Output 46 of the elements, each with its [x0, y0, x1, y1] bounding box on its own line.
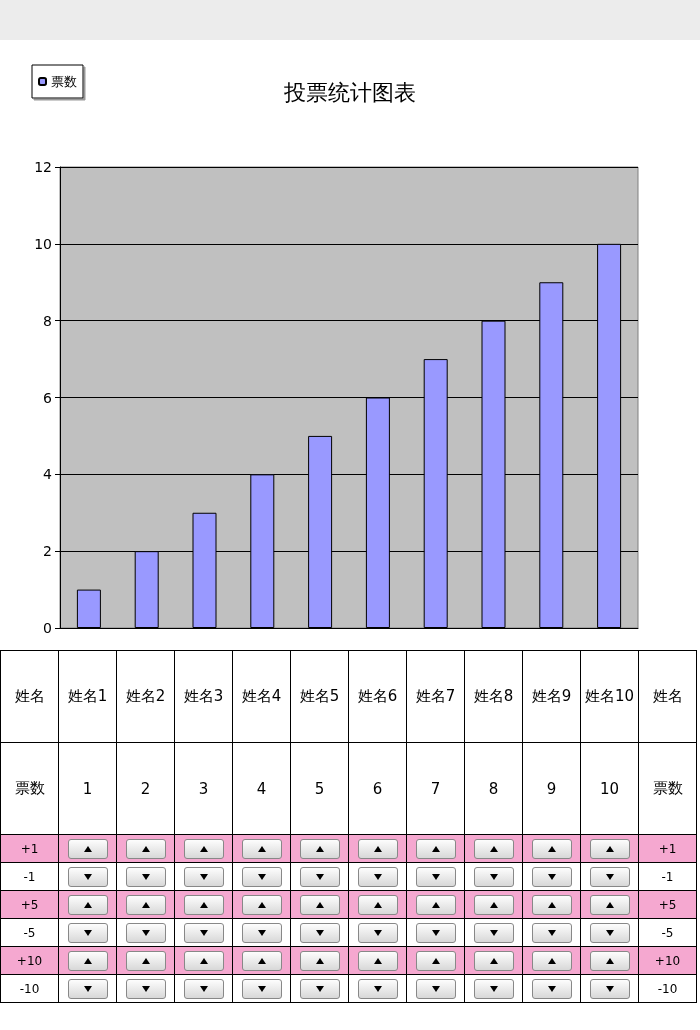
- chart-title: 投票统计图表: [283, 79, 416, 105]
- y-tick-label: 10: [34, 235, 52, 252]
- text: -10: [639, 975, 697, 1003]
- text: 姓名: [14, 687, 45, 705]
- data-label: 3: [175, 743, 233, 835]
- x-tick-label: 姓名3: [175, 651, 233, 743]
- text: +10: [639, 947, 697, 975]
- y-tick-label: 8: [43, 312, 52, 329]
- data-label: 1: [59, 743, 117, 835]
- text: +1: [639, 835, 697, 863]
- y-tick-label: 2: [43, 543, 52, 560]
- text: +5: [639, 891, 697, 919]
- x-tick-label: 姓名5: [291, 651, 349, 743]
- x-tick-label: 姓名9: [523, 651, 581, 743]
- text: -1: [23, 869, 36, 884]
- text: 票数: [14, 779, 45, 797]
- y-tick-label: 4: [43, 466, 53, 483]
- text: -10: [19, 981, 40, 996]
- data-label: 6: [349, 743, 407, 835]
- bar: [76, 589, 101, 628]
- text: 票数: [652, 779, 683, 797]
- x-tick-label: 姓名1: [59, 651, 117, 743]
- data-label: 9: [523, 743, 581, 835]
- legend-label: 票数: [51, 74, 77, 89]
- data-label: 10: [581, 743, 639, 835]
- x-tick-label: 姓名4: [233, 651, 291, 743]
- y-tick-label: 0: [43, 620, 52, 636]
- data-label: 8: [465, 743, 523, 835]
- text: +5: [20, 897, 39, 912]
- x-tick-label: 姓名8: [465, 651, 523, 743]
- y-tick-label: 6: [43, 389, 53, 406]
- text: +1: [20, 841, 39, 856]
- x-axis-title: 姓名: [639, 651, 697, 743]
- data-label: 4: [233, 743, 291, 835]
- y-tick-label: 12: [34, 159, 52, 175]
- x-tick-label: 姓名2: [117, 651, 175, 743]
- data-label: 5: [291, 743, 349, 835]
- text: -5: [639, 919, 697, 947]
- x-tick-label: 姓名6: [349, 651, 407, 743]
- data-label: 7: [407, 743, 465, 835]
- data-label: 2: [117, 743, 175, 835]
- text: -1: [639, 863, 697, 891]
- text: -5: [23, 925, 36, 940]
- x-tick-label: 姓名10: [581, 651, 639, 743]
- text: +10: [16, 953, 43, 968]
- x-tick-label: 姓名7: [407, 651, 465, 743]
